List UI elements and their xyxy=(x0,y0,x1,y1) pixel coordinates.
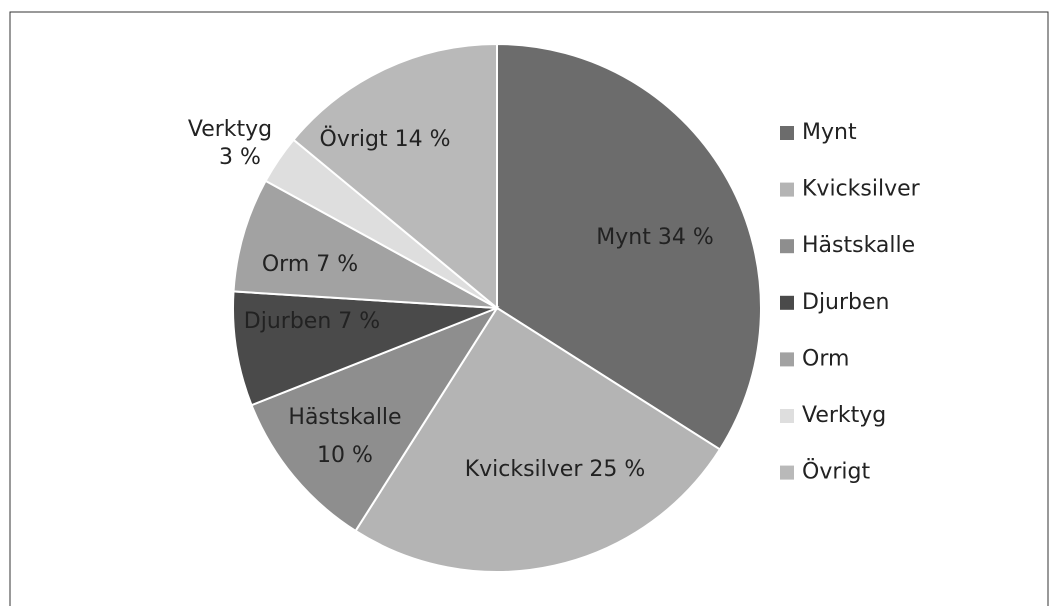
pie-slice xyxy=(292,42,498,311)
legend-swatch xyxy=(780,239,794,254)
label-name: Djurben xyxy=(244,309,331,334)
data-label: Hästskalle 10 % xyxy=(288,405,401,468)
legend-swatch xyxy=(780,295,794,310)
label-value: 7 % xyxy=(316,252,358,277)
label-name: Orm xyxy=(262,252,309,277)
legend-label: Mynt xyxy=(802,120,857,145)
data-label: Djurben 7 % xyxy=(244,309,380,334)
label-value: 25 % xyxy=(589,457,645,482)
label-value: 7 % xyxy=(338,309,380,334)
legend-swatch xyxy=(780,126,794,140)
pie-slice xyxy=(232,179,498,309)
legend-label: Hästskalle xyxy=(802,233,915,258)
frame xyxy=(9,11,1049,606)
label-value: 14 % xyxy=(395,127,451,152)
pie-slice xyxy=(250,305,500,533)
legend-label: Orm xyxy=(802,346,849,371)
data-label: Mynt 34 % xyxy=(596,225,713,250)
legend-label: Djurben xyxy=(802,290,889,315)
pie-slice xyxy=(354,306,722,573)
label-name: Övrigt xyxy=(320,126,388,152)
label-name: Mynt xyxy=(596,225,651,250)
label-value: 34 % xyxy=(658,225,714,250)
legend-label: Verktyg xyxy=(802,403,886,428)
legend-swatch xyxy=(780,409,794,423)
label-value: 3 % xyxy=(219,145,261,170)
label-value: 10 % xyxy=(317,443,373,468)
label-name: Verktyg xyxy=(188,117,272,142)
pie-slice xyxy=(496,42,762,451)
legend-label: Övrigt xyxy=(802,459,870,485)
legend-label: Kvicksilver xyxy=(802,177,921,202)
legend-swatch xyxy=(780,352,794,367)
legend-swatch xyxy=(780,182,794,197)
data-label: Övrigt 14 % xyxy=(320,126,451,152)
data-label: Verktyg 3 % xyxy=(188,117,272,170)
label-name: Hästskalle xyxy=(288,405,401,430)
legend-swatch xyxy=(780,465,794,480)
data-label: Orm 7 % xyxy=(262,252,358,277)
pie-slice xyxy=(232,290,498,407)
label-name: Kvicksilver xyxy=(465,457,584,482)
data-label: Kvicksilver 25 % xyxy=(465,457,646,482)
